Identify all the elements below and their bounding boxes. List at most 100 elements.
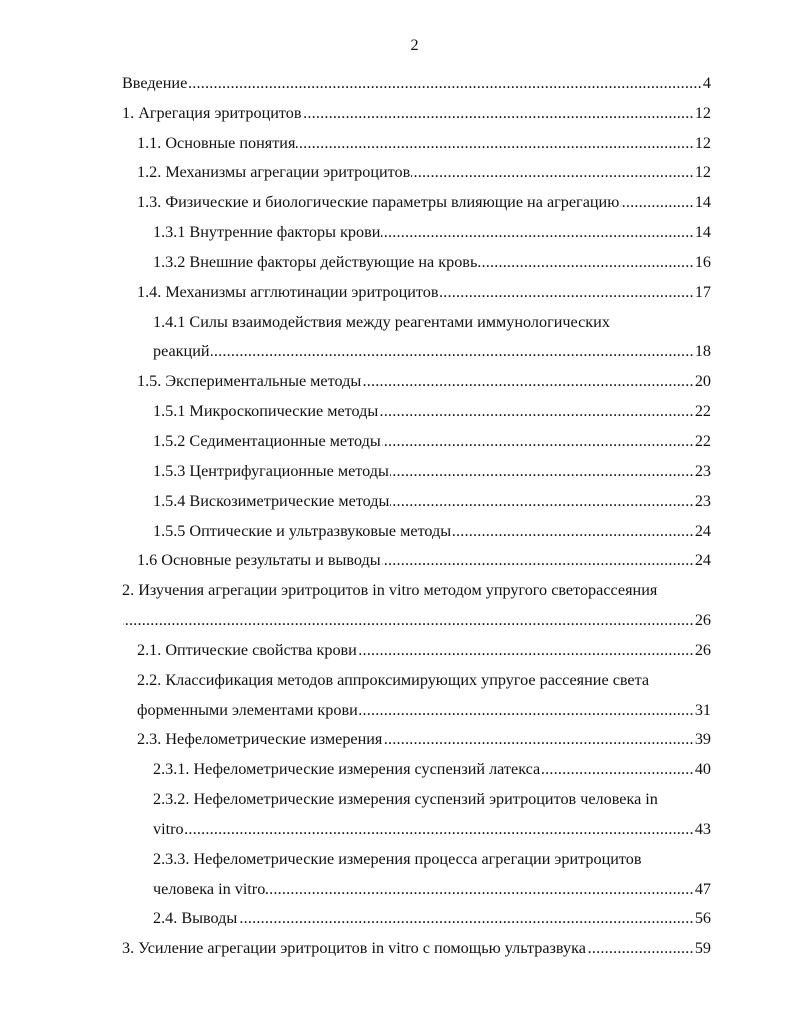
dot-leader bbox=[383, 728, 693, 750]
toc-entry[interactable]: 2.3.2. Нефелометрические измерения суспе… bbox=[122, 780, 711, 840]
toc-entry-line: 1.4. Механизмы агглютинации эритроцитов 1… bbox=[122, 273, 711, 303]
toc-entry[interactable]: 1.3. Физические и биологические параметр… bbox=[122, 183, 711, 213]
toc-entry[interactable]: 2. Изучения агрегации эритроцитов in vit… bbox=[122, 571, 711, 631]
toc-entry-title: 2. Изучения агрегации эритроцитов in vit… bbox=[122, 581, 658, 600]
toc-entry-page: 47 bbox=[694, 879, 711, 898]
toc-entry-page: 43 bbox=[694, 819, 711, 838]
toc-entry-title: человека in vitro bbox=[153, 879, 266, 898]
toc-entry[interactable]: 1.5.1 Микроскопические методы 22 bbox=[122, 392, 711, 422]
toc-entry[interactable]: 1. Агрегация эритроцитов 12 bbox=[122, 94, 711, 124]
toc-entry[interactable]: 3. Усиление агрегации эритроцитов in vit… bbox=[122, 929, 711, 959]
toc-entry[interactable]: 1.5.3 Центрифугационные методы 23 bbox=[122, 452, 711, 482]
toc-entry-line: 2.3.1. Нефелометрические измерения суспе… bbox=[122, 750, 711, 780]
toc-entry-page: 39 bbox=[694, 730, 711, 749]
toc-entry-line: человека in vitro 47 bbox=[122, 870, 711, 900]
dot-leader bbox=[185, 818, 694, 840]
toc-entry-title: реакций bbox=[153, 342, 210, 361]
toc-entry-page: 24 bbox=[694, 551, 711, 570]
toc-entry-line: 1.2. Механизмы агрегации эритроцитов 12 bbox=[122, 154, 711, 183]
toc-entry-title: 2.1. Оптические свойства крови bbox=[137, 640, 357, 659]
toc-entry-line: 1.4.1 Силы взаимодействия между реагента… bbox=[122, 303, 711, 333]
toc-entry-page: 4 bbox=[702, 73, 711, 92]
toc-entry-page: 17 bbox=[694, 282, 711, 301]
toc-entry-line: 1. Агрегация эритроцитов 12 bbox=[122, 94, 711, 124]
toc-entry-title: форменными элементами крови bbox=[137, 700, 358, 719]
toc-entry-page: 26 bbox=[694, 611, 711, 630]
toc-entry[interactable]: 1.2. Механизмы агрегации эритроцитов 12 bbox=[122, 154, 711, 183]
dot-leader bbox=[188, 72, 702, 94]
dot-leader bbox=[266, 878, 694, 900]
toc-entry-line: 1.5.2 Седиментационные методы 22 bbox=[122, 422, 711, 452]
toc-entry-line: 2.3.2. Нефелометрические измерения суспе… bbox=[122, 780, 711, 810]
toc-entry[interactable]: 2.4. Выводы 56 bbox=[122, 900, 711, 929]
toc-entry-title: 1.2. Механизмы агрегации эритроцитов bbox=[137, 163, 411, 182]
toc-entry[interactable]: 1.5.5 Оптические и ультразвуковые методы… bbox=[122, 512, 711, 542]
toc-entry-title: 2.3.3. Нефелометрические измерения проце… bbox=[153, 849, 642, 868]
page-number: 2 bbox=[410, 36, 419, 54]
toc-entry-line: vitro 43 bbox=[122, 810, 711, 840]
dot-leader bbox=[303, 102, 694, 124]
toc-entry-line: 1.3.1 Внутренние факторы крови 14 bbox=[122, 213, 711, 243]
toc-entry[interactable]: Введение 4 bbox=[122, 64, 711, 94]
toc-entry-line: 1.5.4 Вискозиметрические методы 23 bbox=[122, 482, 711, 512]
toc-entry[interactable]: 1.5. Экспериментальные методы 20 bbox=[122, 362, 711, 392]
toc-entry-page: 24 bbox=[694, 521, 711, 540]
toc-entry-title: 2.2. Классификация методов аппроксимирую… bbox=[137, 670, 650, 689]
dot-leader bbox=[411, 161, 694, 183]
toc-entry-title: 2.3.1. Нефелометрические измерения суспе… bbox=[153, 760, 541, 779]
toc-entry[interactable]: 1.3.1 Внутренние факторы крови 14 bbox=[122, 213, 711, 243]
toc-entry-page: 22 bbox=[694, 402, 711, 421]
toc-entry-line: 2.1. Оптические свойства крови 26 bbox=[122, 631, 711, 661]
toc-entry[interactable]: 1.5.4 Вискозиметрические методы 23 bbox=[122, 482, 711, 512]
toc-entry-title: 1.4.1 Силы взаимодействия между реагента… bbox=[153, 312, 610, 331]
toc-entry[interactable]: 2.2. Классификация методов аппроксимирую… bbox=[122, 661, 711, 721]
toc-entry[interactable]: 2.3.1. Нефелометрические измерения суспе… bbox=[122, 750, 711, 780]
toc-entry[interactable]: 1.1. Основные понятия 12 bbox=[122, 124, 711, 154]
toc-entry[interactable]: 2.3. Нефелометрические измерения 39 bbox=[122, 721, 711, 750]
toc-entry-line: 2.2. Классификация методов аппроксимирую… bbox=[122, 661, 711, 691]
toc-entry-line: 26 bbox=[122, 601, 711, 631]
toc-entry-page: 56 bbox=[694, 909, 711, 928]
toc-entry[interactable]: 1.4. Механизмы агглютинации эритроцитов 1… bbox=[122, 273, 711, 303]
dot-leader bbox=[390, 490, 693, 512]
toc-entry-title: 1.5. Экспериментальные методы bbox=[137, 372, 362, 391]
toc-entry-page: 14 bbox=[694, 223, 711, 242]
toc-entry-line: реакций 18 bbox=[122, 333, 711, 362]
toc-entry-line: 2. Изучения агрегации эритроцитов in vit… bbox=[122, 571, 711, 601]
toc-entry-line: 1.5. Экспериментальные методы 20 bbox=[122, 362, 711, 392]
dot-leader bbox=[238, 907, 694, 929]
toc-entry-page: 14 bbox=[694, 193, 711, 212]
toc-entry[interactable]: 1.4.1 Силы взаимодействия между реагента… bbox=[122, 303, 711, 363]
toc-entry[interactable]: 2.1. Оптические свойства крови 26 bbox=[122, 631, 711, 661]
toc-entry[interactable]: 1.6 Основные результаты и выводы 24 bbox=[122, 542, 711, 571]
toc-entry-title: 1.4. Механизмы агглютинации эритроцитов bbox=[137, 282, 439, 301]
toc-entry-line: 1.6 Основные результаты и выводы 24 bbox=[122, 542, 711, 571]
toc-entry-line: 1.1. Основные понятия 12 bbox=[122, 124, 711, 154]
toc-entry-title: 1.5.2 Седиментационные методы bbox=[153, 431, 381, 450]
toc-entry[interactable]: 1.5.2 Седиментационные методы 22 bbox=[122, 422, 711, 452]
table-of-contents: Введение 41. Агрегация эритроцитов121.1.… bbox=[122, 64, 711, 959]
dot-leader bbox=[359, 699, 694, 721]
toc-entry-page: 40 bbox=[694, 760, 711, 779]
toc-entry-page: 23 bbox=[694, 461, 711, 480]
toc-entry-page: 18 bbox=[694, 342, 711, 361]
dot-leader bbox=[358, 639, 694, 661]
toc-entry-title: vitro bbox=[153, 819, 184, 838]
toc-entry-line: 3. Усиление агрегации эритроцитов in vit… bbox=[122, 929, 711, 959]
dot-leader bbox=[382, 549, 694, 571]
dot-leader bbox=[452, 520, 694, 542]
toc-entry-title: 1.1. Основные понятия bbox=[137, 133, 296, 152]
toc-entry-title: 1.6 Основные результаты и выводы bbox=[137, 551, 381, 570]
toc-entry-title: 2.3.2. Нефелометрические измерения суспе… bbox=[153, 790, 658, 809]
toc-entry-line: 2.4. Выводы 56 bbox=[122, 900, 711, 929]
toc-entry-page: 23 bbox=[694, 491, 711, 510]
toc-entry-line: 1.3.2 Внешние факторы действующие на кро… bbox=[122, 243, 711, 273]
toc-entry-page: 12 bbox=[694, 103, 711, 122]
toc-entry-page: 12 bbox=[694, 133, 711, 152]
toc-entry-line: 1.5.1 Микроскопические методы 22 bbox=[122, 392, 711, 422]
toc-entry[interactable]: 1.3.2 Внешние факторы действующие на кро… bbox=[122, 243, 711, 273]
dot-leader bbox=[382, 430, 694, 452]
dot-leader bbox=[362, 370, 694, 392]
toc-entry[interactable]: 2.3.3. Нефелометрические измерения проце… bbox=[122, 840, 711, 900]
toc-entry-page: 12 bbox=[694, 163, 711, 182]
